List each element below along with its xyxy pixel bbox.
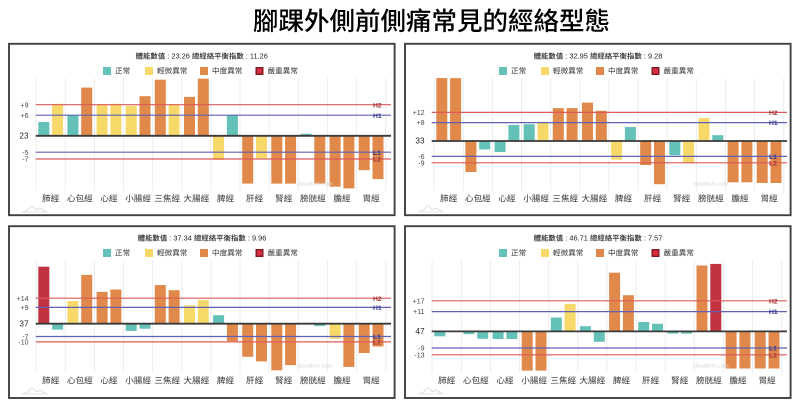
svg-text::: : <box>565 52 567 61</box>
svg-text:cloudtcm.com: cloudtcm.com <box>693 182 729 188</box>
svg-text:46.71: 46.71 <box>569 234 588 243</box>
svg-text:H1: H1 <box>373 305 382 312</box>
svg-text:9.28: 9.28 <box>648 52 662 61</box>
svg-text:+9: +9 <box>21 305 29 312</box>
svg-text:cloudtcm.com: cloudtcm.com <box>297 182 333 188</box>
svg-text:+12: +12 <box>413 110 425 117</box>
svg-text:32.95: 32.95 <box>569 52 588 61</box>
svg-text:+11: +11 <box>413 309 424 316</box>
svg-text:L2: L2 <box>373 340 381 347</box>
svg-text:+14: +14 <box>17 296 29 303</box>
svg-text:-6: -6 <box>418 154 424 161</box>
svg-text:+6: +6 <box>21 113 29 120</box>
svg-text:-13: -13 <box>414 352 424 359</box>
svg-text:L1: L1 <box>769 154 777 161</box>
svg-text:cloudtcm.com: cloudtcm.com <box>297 364 333 370</box>
svg-text:23.26: 23.26 <box>171 52 190 61</box>
svg-text:+17: +17 <box>413 298 425 305</box>
svg-text:L2: L2 <box>373 157 381 164</box>
svg-text:37: 37 <box>19 319 29 328</box>
svg-text:7.57: 7.57 <box>648 234 662 243</box>
svg-text:33: 33 <box>415 137 425 146</box>
svg-text:-7: -7 <box>22 157 28 164</box>
svg-text::: : <box>565 234 567 243</box>
svg-text:-10: -10 <box>18 340 28 347</box>
svg-text:23: 23 <box>19 131 29 140</box>
svg-text:L1: L1 <box>373 334 381 341</box>
svg-text:9.96: 9.96 <box>252 234 266 243</box>
svg-text:H1: H1 <box>769 120 778 127</box>
svg-text:H1: H1 <box>769 309 778 316</box>
svg-text:L1: L1 <box>769 346 777 353</box>
svg-text::: : <box>644 234 646 243</box>
svg-text:-7: -7 <box>22 334 28 341</box>
svg-text:-9: -9 <box>418 160 424 167</box>
svg-text:H2: H2 <box>769 110 778 117</box>
svg-text::: : <box>644 52 646 61</box>
svg-text:H2: H2 <box>373 102 382 109</box>
svg-text::: : <box>167 52 169 61</box>
svg-text:L2: L2 <box>769 160 777 167</box>
svg-text:37.34: 37.34 <box>173 234 192 243</box>
svg-text:47: 47 <box>415 327 425 336</box>
svg-text:-5: -5 <box>22 150 28 157</box>
svg-text::: : <box>246 52 248 61</box>
svg-text:H1: H1 <box>373 113 382 120</box>
svg-text::: : <box>248 234 250 243</box>
svg-text:cloudtcm.com: cloudtcm.com <box>693 364 729 370</box>
svg-text:-9: -9 <box>418 346 424 353</box>
svg-text:11.26: 11.26 <box>250 52 268 61</box>
svg-text:+9: +9 <box>21 102 29 109</box>
svg-text:L1: L1 <box>373 150 381 157</box>
svg-text:+8: +8 <box>417 120 425 127</box>
svg-text:H2: H2 <box>373 296 382 303</box>
svg-text::: : <box>169 234 171 243</box>
svg-text:L2: L2 <box>769 352 777 359</box>
svg-text:H2: H2 <box>769 298 778 305</box>
